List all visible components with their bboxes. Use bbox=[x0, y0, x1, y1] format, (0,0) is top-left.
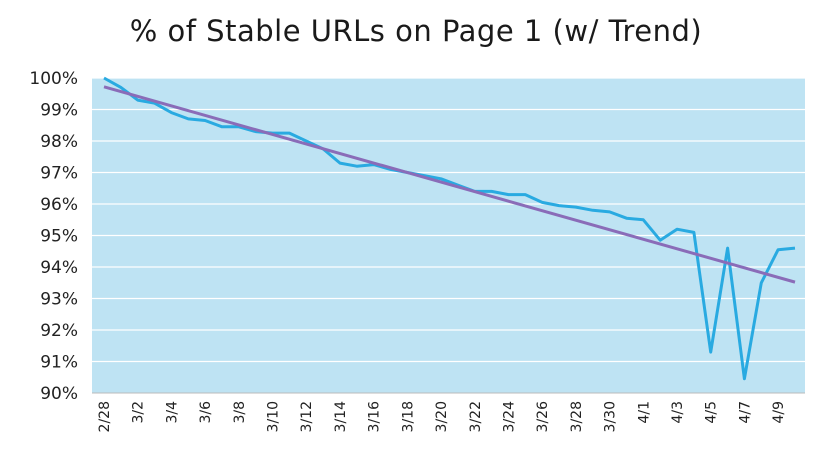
x-tick-label: 3/24 bbox=[501, 401, 517, 433]
x-tick-label: 4/7 bbox=[737, 401, 753, 424]
x-tick-label: 2/28 bbox=[97, 401, 113, 432]
y-tick-label: 96% bbox=[40, 195, 78, 215]
gridlines bbox=[92, 77, 805, 363]
x-tick-label: 3/10 bbox=[266, 401, 282, 432]
x-tick-label: 4/3 bbox=[670, 401, 686, 424]
x-tick-label: 3/16 bbox=[367, 401, 383, 433]
y-tick-label: 93% bbox=[40, 290, 78, 310]
x-tick-label: 3/4 bbox=[164, 401, 180, 424]
x-tick-label: 4/9 bbox=[771, 401, 787, 424]
y-tick-label: 92% bbox=[40, 321, 78, 341]
x-tick-label: 3/26 bbox=[535, 401, 551, 433]
x-tick-label: 3/30 bbox=[603, 401, 619, 432]
x-tick-label: 3/12 bbox=[299, 401, 315, 432]
y-tick-label: 100% bbox=[29, 69, 78, 89]
x-tick-label: 4/5 bbox=[704, 401, 720, 424]
x-tick-label: 3/6 bbox=[198, 401, 214, 424]
series-line bbox=[103, 76, 796, 381]
x-axis-ticks: 2/28 3/2 3/4 3/6 3/8 3/10 3/12 3/14 3/16 3/18 3/20… bbox=[97, 401, 787, 433]
x-tick-label: 3/14 bbox=[333, 401, 349, 433]
x-tick-label: 3/18 bbox=[400, 401, 416, 432]
trend-line bbox=[103, 85, 796, 284]
y-tick-label: 95% bbox=[40, 227, 78, 247]
y-axis-ticks: 90% 91% 92% 93% 94% 95% 96% 97% 98% 99% 100% bbox=[29, 69, 78, 404]
x-tick-label: 3/22 bbox=[468, 401, 484, 432]
x-tick-label: 3/8 bbox=[232, 401, 248, 424]
x-tick-label: 3/28 bbox=[569, 401, 585, 432]
x-tick-label: 4/1 bbox=[636, 401, 652, 424]
y-tick-label: 97% bbox=[40, 164, 78, 184]
y-tick-label: 99% bbox=[40, 101, 78, 121]
x-tick-label: 3/2 bbox=[131, 401, 147, 424]
y-tick-label: 98% bbox=[40, 132, 78, 152]
y-tick-label: 90% bbox=[40, 384, 78, 404]
chart-title: % of Stable URLs on Page 1 (w/ Trend) bbox=[129, 14, 703, 48]
y-tick-label: 91% bbox=[40, 353, 78, 373]
x-tick-label: 3/20 bbox=[434, 401, 450, 432]
y-tick-label: 94% bbox=[40, 258, 78, 278]
